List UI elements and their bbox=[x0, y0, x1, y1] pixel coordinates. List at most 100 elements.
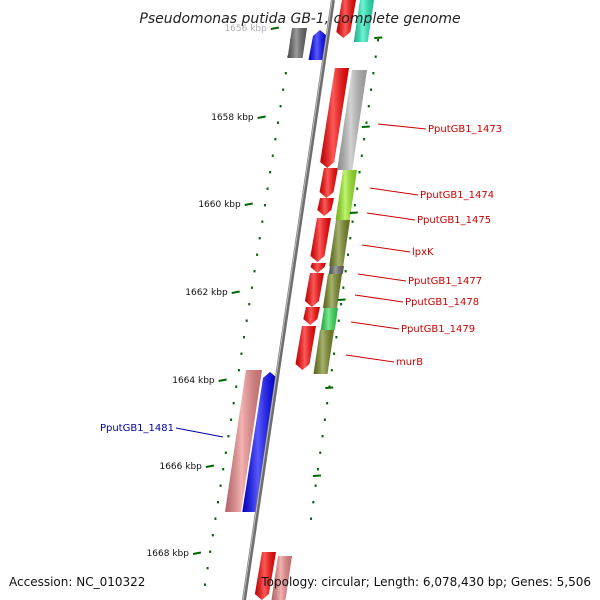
cds-forward-arrow bbox=[336, 0, 356, 38]
ring-dot bbox=[227, 435, 230, 438]
tick-mark bbox=[374, 36, 383, 39]
cds-forward-arrow bbox=[319, 168, 338, 198]
gene-label: PputGB1_1478 bbox=[405, 297, 479, 308]
ring-dot bbox=[222, 468, 225, 471]
ring-dot bbox=[344, 270, 347, 273]
ring-dot bbox=[206, 567, 209, 570]
cog-block bbox=[337, 70, 367, 170]
ring-dot bbox=[349, 237, 352, 240]
callout-line bbox=[357, 273, 407, 282]
tick-label: 1668 kbp bbox=[147, 549, 190, 559]
ring-dot bbox=[209, 550, 212, 553]
ring-dot bbox=[250, 286, 253, 289]
gene-label: PputGB1_1477 bbox=[408, 276, 482, 287]
gene-label: murB bbox=[396, 357, 423, 368]
cds-forward-arrow bbox=[303, 307, 320, 325]
ring-dot bbox=[263, 204, 266, 207]
tick-mark bbox=[337, 298, 346, 301]
ring-dot bbox=[266, 187, 269, 190]
ring-dot bbox=[219, 484, 222, 487]
tick-label: 1660 kbp bbox=[198, 200, 241, 210]
gene-label: PputGB1_1479 bbox=[401, 324, 475, 335]
ring-dot bbox=[360, 154, 363, 157]
callout-line bbox=[350, 321, 400, 330]
callout-line bbox=[175, 427, 224, 438]
ring-dot bbox=[351, 220, 354, 223]
ring-dot bbox=[284, 72, 287, 75]
backbone bbox=[242, 0, 335, 600]
gene-callouts: PputGB1_1473 PputGB1_1474 PputGB1_1475 lpxK… bbox=[100, 123, 502, 438]
ring-dot bbox=[333, 352, 336, 355]
ring-dot bbox=[335, 336, 338, 339]
cds-forward-arrow bbox=[295, 326, 316, 370]
ring-dot bbox=[363, 138, 366, 141]
ring-dot bbox=[253, 270, 256, 273]
ring-dot bbox=[330, 369, 333, 372]
accession-label: Accession: NC_010322 bbox=[9, 575, 145, 589]
gc-skew-features bbox=[224, 0, 374, 600]
cog-block bbox=[224, 370, 262, 512]
ring-dot bbox=[279, 105, 282, 108]
ring-dot bbox=[365, 121, 368, 124]
topology-label: Topology: circular; Length: 6,078,430 bp… bbox=[260, 575, 591, 589]
callout-line bbox=[354, 294, 404, 303]
ring-dot bbox=[342, 286, 345, 289]
callout-line bbox=[377, 123, 427, 130]
gene-label: lpxK bbox=[412, 247, 434, 258]
ring-dot bbox=[328, 385, 331, 388]
ring-dot bbox=[258, 237, 261, 240]
tick-label: 1658 kbp bbox=[211, 113, 254, 123]
ring-dot bbox=[374, 55, 377, 58]
ring-dot bbox=[276, 121, 279, 124]
cog-block bbox=[328, 266, 344, 274]
cog-block bbox=[287, 28, 307, 58]
ring-dot bbox=[232, 402, 235, 405]
cog-block bbox=[329, 220, 350, 266]
cds-forward-arrow bbox=[320, 68, 349, 168]
ring-dot bbox=[248, 303, 251, 306]
tick-label: 1662 kbp bbox=[185, 288, 228, 298]
ring-dot bbox=[269, 171, 272, 174]
cog-block bbox=[353, 0, 374, 42]
ring-dot bbox=[346, 253, 349, 256]
ring-dot bbox=[224, 451, 227, 454]
ring-dot bbox=[245, 319, 248, 322]
cog-block bbox=[320, 308, 338, 330]
ring-dot bbox=[211, 534, 214, 537]
cds-forward-arrow bbox=[310, 218, 331, 262]
tick-label: 1664 kbp bbox=[172, 376, 215, 386]
ring-dot bbox=[312, 501, 315, 504]
tick-mark bbox=[325, 386, 334, 389]
tick-mark bbox=[244, 202, 253, 206]
ring-dot bbox=[243, 336, 246, 339]
ring-dot bbox=[214, 517, 217, 520]
gene-label: PputGB1_1474 bbox=[420, 190, 494, 201]
tick-mark bbox=[257, 115, 266, 119]
ring-dot bbox=[203, 583, 206, 586]
ring-dot bbox=[321, 435, 324, 438]
ring-dot bbox=[353, 204, 356, 207]
tick-marks: 1656 kbp 1658 kbp 1660 kbp 1662 kbp 1664 kbp… bbox=[147, 24, 383, 559]
cog-block bbox=[313, 330, 334, 374]
ring-dot bbox=[340, 303, 343, 306]
ring-dot bbox=[316, 468, 319, 471]
ring-dot bbox=[326, 402, 329, 405]
ring-dot bbox=[367, 105, 370, 108]
cds-reverse-arrow bbox=[242, 372, 277, 512]
tick-mark bbox=[349, 211, 358, 214]
tick-mark bbox=[312, 474, 322, 477]
outer-dotted-ring bbox=[310, 39, 379, 520]
tick-label: 1656 kbp bbox=[224, 24, 267, 34]
ring-dot bbox=[337, 319, 340, 322]
callout-line bbox=[366, 212, 416, 221]
map-title: Pseudomonas putida GB-1, complete genome bbox=[139, 11, 460, 27]
cds-forward-arrow bbox=[317, 198, 334, 216]
callout-line bbox=[345, 354, 395, 363]
tick-mark bbox=[231, 290, 240, 294]
inner-dotted-ring bbox=[203, 39, 292, 586]
gene-label: PputGB1_1475 bbox=[417, 215, 491, 226]
ring-dot bbox=[319, 451, 322, 454]
cog-block bbox=[271, 556, 292, 600]
tick-label: 1666 kbp bbox=[159, 462, 202, 472]
